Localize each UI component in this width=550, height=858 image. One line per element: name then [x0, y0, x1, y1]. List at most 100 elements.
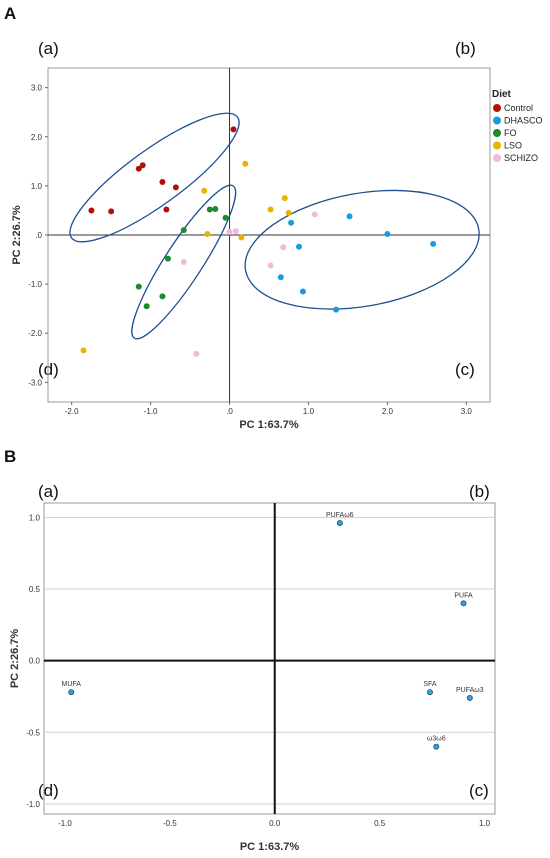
data-point-control [159, 178, 166, 185]
legend-marker [493, 154, 501, 162]
data-point-control [139, 162, 146, 169]
data-point-lso [201, 187, 208, 194]
x-tick-label: 3.0 [461, 407, 473, 416]
data-point-schizo [311, 211, 318, 218]
data-point-fo [222, 214, 229, 221]
panel-a-quadrant-c: (c) [455, 360, 475, 379]
data-point-control [230, 126, 237, 133]
legend-entry: DHASCO [504, 116, 543, 126]
y-tick-label: 1.0 [29, 513, 41, 522]
data-point-schizo [226, 229, 233, 236]
loading-point-label: ω3ω6 [427, 736, 446, 743]
x-axis-label: PC 1:63.7% [239, 419, 299, 431]
panel-a-quadrant-b: (b) [455, 39, 476, 58]
loading-point [427, 689, 433, 696]
legend-entry: LSO [504, 141, 522, 151]
loading-point [433, 743, 440, 750]
cluster-ellipse [69, 112, 240, 243]
y-tick-label: 2.0 [31, 133, 43, 142]
data-point-control [163, 206, 170, 213]
loading-point-label: PUFA [454, 592, 473, 599]
data-point-lso [204, 231, 211, 238]
x-tick-label: 0.5 [374, 819, 386, 828]
data-point-lso [281, 195, 288, 202]
loading-point-label: PUFAω3 [456, 687, 484, 694]
x-tick-label: 1.0 [303, 407, 315, 416]
loading-point [336, 520, 343, 527]
data-point-fo [206, 206, 213, 213]
pca-loading-plot: -1.0 -0.5 0.0 0.5 1.0 1.0 0.5 0.0 -0.5 -1.0 PC 1:6… [9, 502, 496, 853]
panel-b-quadrant-b: (b) [469, 482, 490, 501]
data-point-lso [80, 347, 87, 354]
legend-entry: Control [504, 103, 533, 113]
data-point-fo [143, 303, 150, 310]
x-tick-label: 2.0 [382, 407, 394, 416]
loading-point-label: SFA [423, 681, 437, 688]
y-tick-label: 3.0 [31, 84, 43, 93]
cluster-ellipse [244, 189, 480, 310]
data-point-dhasco [299, 288, 306, 295]
y-tick-label: -2.0 [28, 329, 42, 338]
data-point-lso [242, 160, 249, 167]
legend-entry: FO [504, 128, 517, 138]
x-tick-label: -2.0 [65, 407, 79, 416]
data-point-dhasco [333, 306, 340, 313]
y-tick-label: -3.0 [28, 378, 42, 387]
pca-score-plot: -2.0 -1.0 .0 1.0 2.0 3.0 3.0 2.0 1.0 .0 -1.0 -2.0 -3… [11, 67, 543, 431]
x-axis-label: PC 1:63.7% [240, 841, 300, 853]
y-tick-label: -1.0 [26, 800, 40, 809]
panel-b-quadrant-d: (d) [38, 781, 59, 800]
legend-marker [493, 141, 501, 150]
cluster-ellipse [131, 184, 237, 340]
loading-point [466, 694, 473, 701]
loading-point [68, 689, 75, 696]
data-point-control [88, 207, 95, 214]
loading-point-label: PUFAω6 [326, 512, 354, 519]
x-tick-label: -1.0 [144, 407, 158, 416]
y-tick-label: -0.5 [26, 728, 40, 737]
panel-b-quadrant-c: (c) [469, 781, 489, 800]
plot-frame [43, 502, 496, 815]
legend-entry: SCHIZO [504, 153, 538, 163]
data-point-control [135, 165, 142, 172]
panel-b-quadrant-a: (a) [38, 482, 59, 501]
data-point-lso [267, 206, 274, 213]
x-tick-label: -1.0 [58, 819, 72, 828]
loading-point-label: MUFA [62, 681, 82, 688]
y-tick-label: -1.0 [28, 280, 42, 289]
x-tick-label: 0.0 [269, 819, 281, 828]
data-point-schizo [193, 350, 200, 357]
data-point-schizo [180, 259, 187, 266]
legend-marker [493, 129, 501, 137]
panel-a-quadrant-a: (a) [38, 39, 59, 58]
data-point-lso [285, 209, 292, 216]
panel-b-letter: B [4, 447, 16, 466]
legend-marker [493, 116, 501, 125]
data-point-dhasco [346, 213, 353, 220]
data-point-dhasco [288, 219, 295, 226]
data-point-schizo [232, 228, 239, 235]
data-point-control [108, 208, 115, 215]
panel-a-letter: A [4, 4, 16, 23]
data-point-dhasco [384, 231, 391, 238]
data-point-fo [212, 205, 219, 212]
x-tick-label: .0 [226, 407, 233, 416]
data-point-control [172, 184, 179, 191]
y-axis-label: PC 2:26.7% [11, 205, 23, 265]
data-point-fo [164, 255, 171, 262]
y-tick-label: 0.5 [29, 585, 41, 594]
data-point-fo [180, 227, 187, 234]
data-point-schizo [267, 262, 274, 269]
data-point-dhasco [430, 240, 437, 247]
data-point-schizo [280, 244, 287, 251]
loading-point [460, 600, 467, 607]
data-point-lso [238, 234, 245, 241]
data-point-fo [159, 293, 166, 300]
data-point-fo [135, 283, 142, 290]
y-tick-label: .0 [35, 231, 42, 240]
y-axis-label: PC 2:26.7% [9, 629, 21, 689]
data-point-dhasco [295, 243, 302, 250]
legend-marker [493, 104, 501, 112]
data-point-dhasco [277, 274, 284, 281]
